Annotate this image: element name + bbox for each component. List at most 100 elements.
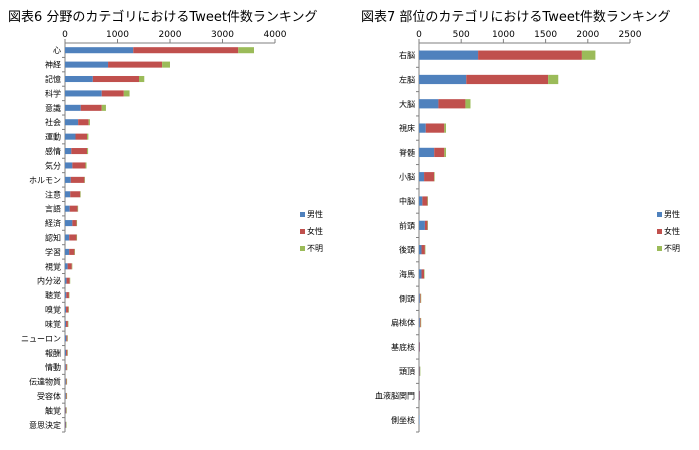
bar-segment <box>434 147 445 158</box>
bar-segment <box>108 61 163 68</box>
legend-label: 女性 <box>307 226 323 236</box>
category-label: 触覚 <box>45 405 61 415</box>
category-label: 聴覚 <box>45 290 61 300</box>
bar-segment <box>65 263 68 270</box>
bar-segment <box>66 349 68 356</box>
chart-panel-region: 図表7 部位のカテゴリにおけるTweet件数ランキング 0 500 1000 1500… <box>350 0 699 450</box>
bar-segment <box>80 104 102 111</box>
bar-segment <box>238 47 254 54</box>
category-label: 伝達物質 <box>29 377 61 387</box>
bar-segment <box>419 220 425 230</box>
bar-segment <box>123 90 130 97</box>
bar-segment <box>66 392 68 400</box>
bar-segment <box>67 320 69 327</box>
x-tick-label: 1000 <box>492 30 515 40</box>
bar-segment <box>421 245 425 255</box>
bar-segment <box>66 407 67 414</box>
bar-segment <box>75 133 88 140</box>
bar-segment <box>65 421 67 428</box>
bar-segment <box>421 269 425 279</box>
legend-swatch <box>300 246 305 251</box>
bar-segment <box>424 269 425 279</box>
bar-segment <box>65 176 71 183</box>
bar-segment <box>162 61 170 68</box>
bar-segment <box>65 349 67 356</box>
x-tick-label: 4000 <box>264 30 287 40</box>
x-tick-label: 0 <box>416 30 422 40</box>
bar-segment <box>419 390 420 401</box>
legend-swatch <box>300 229 305 234</box>
bar-segment <box>424 172 435 182</box>
x-tick-label: 3000 <box>211 30 234 40</box>
bar-segment <box>419 366 420 376</box>
bar-segment <box>65 133 76 140</box>
bar-segment <box>65 104 81 111</box>
category-label: 中脳 <box>399 196 415 206</box>
bar-segment <box>422 196 428 206</box>
category-label: 社会 <box>45 117 61 127</box>
bar-segment <box>69 248 75 255</box>
bar-segment <box>420 317 422 328</box>
bar-segment <box>65 378 66 385</box>
category-label: 神経 <box>45 60 61 70</box>
category-label: 扁桃体 <box>391 318 415 328</box>
bar-segment <box>65 191 71 198</box>
bar-segment <box>465 99 471 109</box>
bar-segment <box>419 390 420 401</box>
field-chart-svg: 0 1000 2000 3000 4000 心神経記憶科学意識社会運動感情気分ホルモン注意… <box>21 30 323 433</box>
region-chart-svg: 0 500 1000 1500 2000 2500 右脳左脳大脳視床脊髄小脳中脳前頭後頭海馬… <box>375 30 680 433</box>
category-label: 内分泌 <box>37 276 61 286</box>
category-label: 視覚 <box>45 261 61 271</box>
category-label: 嗅覚 <box>45 305 61 315</box>
category-label: 海馬 <box>399 269 415 279</box>
category-label: 受容体 <box>37 391 61 401</box>
x-tick-label: 0 <box>62 30 68 40</box>
category-label: 左脳 <box>399 74 415 84</box>
bar-segment <box>65 320 67 327</box>
bar-segment <box>420 293 422 303</box>
bar-segment <box>444 147 447 158</box>
category-label: 視床 <box>399 123 415 133</box>
bar-segment <box>70 191 81 198</box>
legend-label: 不明 <box>664 244 680 253</box>
bar-segment <box>65 205 70 212</box>
category-label: 側頭 <box>399 293 415 303</box>
bar-segment <box>76 234 78 241</box>
bar-segment <box>85 162 87 169</box>
bar-segment <box>76 220 78 227</box>
category-label: 小脳 <box>399 172 415 182</box>
bar-segment <box>66 364 68 371</box>
bar-segment <box>65 335 67 342</box>
bar-segment <box>66 335 68 342</box>
bar-segment <box>427 196 428 206</box>
bar-segment <box>419 269 422 279</box>
bar-segment <box>419 245 422 255</box>
bar-segment <box>65 234 70 241</box>
bar-segment <box>101 90 124 97</box>
bar-segment <box>77 205 79 212</box>
category-label: 後頭 <box>399 245 415 255</box>
bar-segment <box>71 148 88 155</box>
legend-label: 女性 <box>664 226 680 236</box>
category-label: 右脳 <box>399 50 415 60</box>
category-label: 経済 <box>45 218 61 228</box>
bar-segment <box>65 61 109 68</box>
bar-segment <box>101 104 106 111</box>
bar-segment <box>65 421 66 428</box>
bar-segment <box>419 196 423 206</box>
bar-segment <box>67 349 68 356</box>
bar-segment <box>419 74 467 85</box>
bar-segment <box>71 263 73 270</box>
bar-segment <box>69 205 78 212</box>
legend-swatch <box>657 246 662 251</box>
bar-segment <box>65 220 73 227</box>
bar-segment <box>444 123 447 133</box>
bar-segment <box>419 342 420 352</box>
bar-segment <box>419 317 420 328</box>
bar-segment <box>419 50 479 60</box>
category-label: 頭頂 <box>399 367 415 376</box>
bar-segment <box>548 74 559 85</box>
category-label: 記憶 <box>45 74 61 84</box>
bar-segment <box>65 407 67 414</box>
bar-segment <box>419 293 420 303</box>
